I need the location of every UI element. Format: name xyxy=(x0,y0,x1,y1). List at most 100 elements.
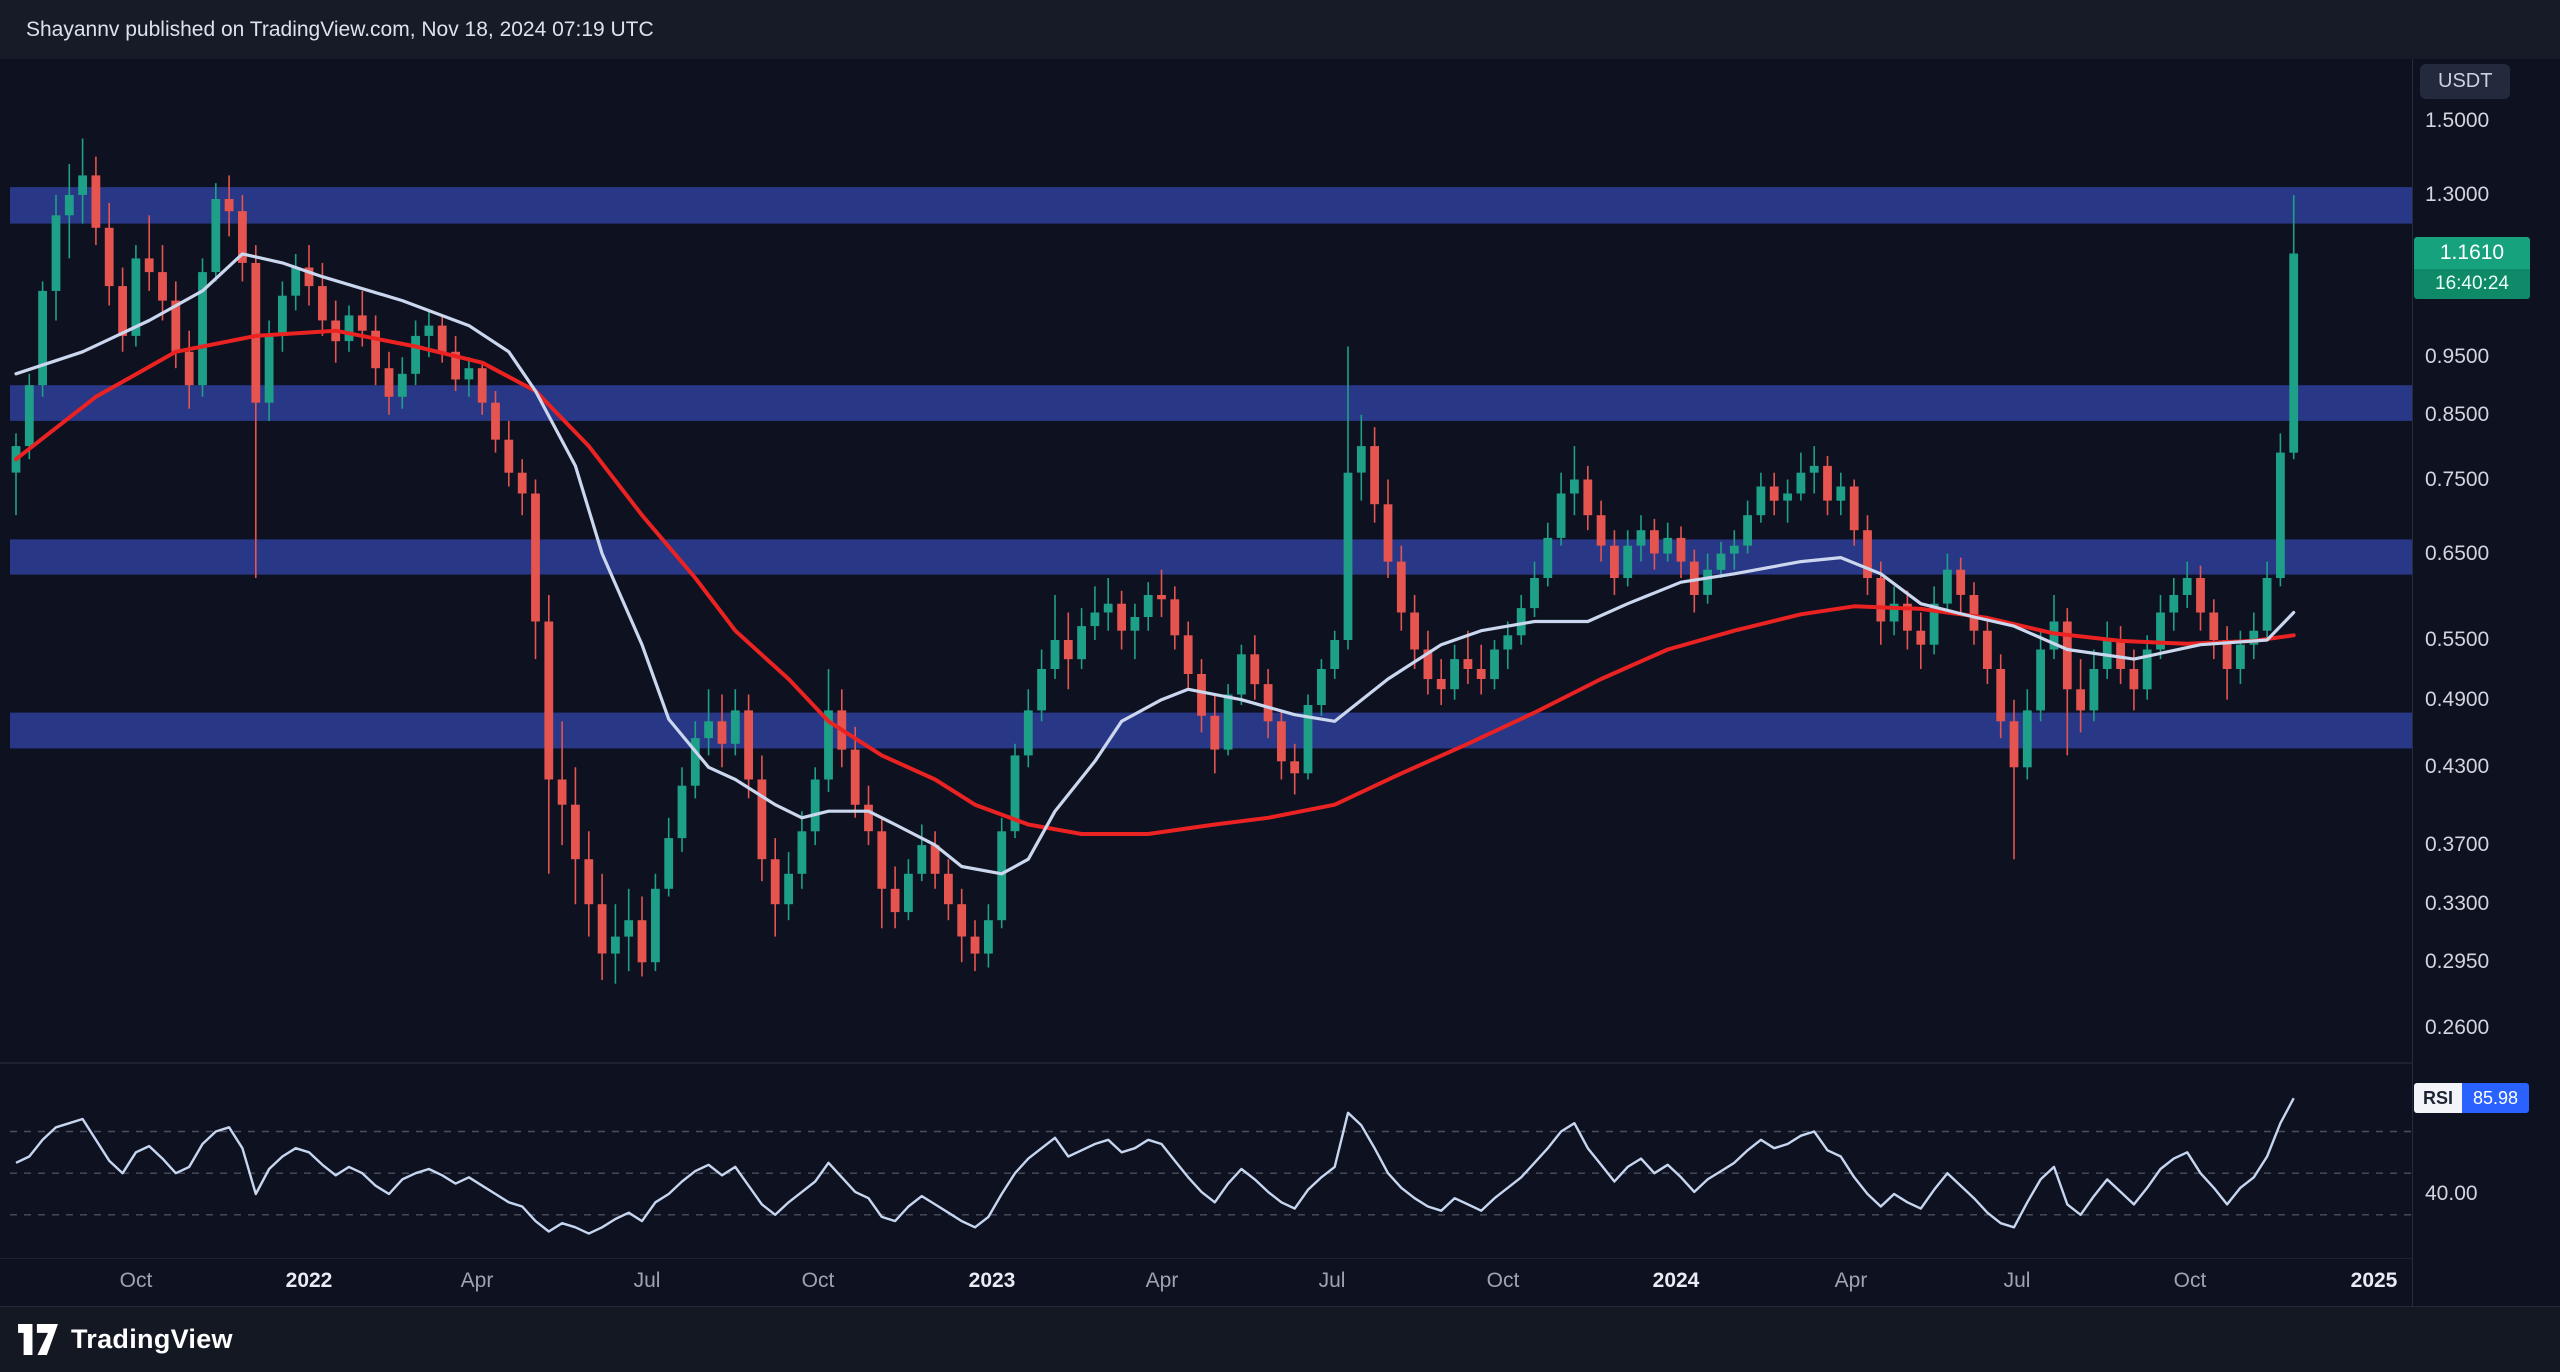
candle-body xyxy=(1876,578,1886,622)
candle-body xyxy=(784,873,793,905)
price-tick-label: 1.5000 xyxy=(2425,108,2490,132)
candle-body xyxy=(477,368,487,403)
candle-body xyxy=(864,804,873,832)
candle-body xyxy=(1983,630,1992,669)
time-axis-month-label: Jul xyxy=(2003,1269,2031,1292)
candle-body xyxy=(2049,621,2059,650)
candle-body xyxy=(51,215,61,291)
candle-body xyxy=(1769,486,1779,501)
unit-label[interactable]: USDT xyxy=(2420,64,2511,99)
time-axis-month-label: Oct xyxy=(119,1269,153,1292)
candle-body xyxy=(1343,472,1353,640)
candle-body xyxy=(64,195,74,216)
candle-body xyxy=(1796,472,1806,494)
time-axis[interactable]: Oct 2022 Apr Jul Oct 2023 Apr Jul Oct 2024 Apr Jul O… xyxy=(0,1258,2412,1306)
candle-body xyxy=(1090,612,1100,627)
attribution-bar: Shayannv published on TradingView.com, N… xyxy=(0,0,2560,59)
candle-body xyxy=(810,779,820,832)
candle-body xyxy=(890,888,900,913)
candle-body xyxy=(1130,617,1140,631)
candle-body xyxy=(1263,684,1273,722)
candle-body xyxy=(1157,595,1166,600)
price-tick-label: 0.9500 xyxy=(2425,345,2490,369)
candle-body xyxy=(144,258,154,273)
candle-body xyxy=(424,325,434,336)
candle-body xyxy=(1663,537,1673,554)
candle-body xyxy=(1237,654,1246,695)
footer-bar: TradingView xyxy=(0,1306,2560,1372)
candle-body xyxy=(2129,669,2139,690)
candle-body xyxy=(1596,515,1606,546)
candle-body xyxy=(1916,630,1926,645)
candle-body xyxy=(944,873,953,905)
candle-body xyxy=(611,936,620,954)
rsi-tick-label: 40.00 xyxy=(2425,1182,2478,1205)
rsi-badge: RSI 85.98 xyxy=(2414,1083,2530,1114)
candle-body xyxy=(318,286,327,321)
candle-body xyxy=(1197,674,1206,716)
candle-body xyxy=(1863,530,1872,578)
sr-band xyxy=(10,385,2412,421)
candle-body xyxy=(517,472,527,494)
candle-body xyxy=(1050,640,1060,669)
candle-body xyxy=(997,831,1007,921)
candle-body xyxy=(1849,486,1859,531)
candle-body xyxy=(78,175,87,195)
candle-body xyxy=(397,373,407,397)
candle-body xyxy=(1117,603,1126,631)
candle-body xyxy=(1543,537,1553,578)
candle-body xyxy=(2209,612,2219,640)
time-axis-month-label: Apr xyxy=(1145,1269,1179,1292)
candle-body xyxy=(1716,553,1726,570)
candle-body xyxy=(957,904,967,937)
brand-text[interactable]: TradingView xyxy=(71,1324,233,1354)
candle-body xyxy=(797,831,807,874)
candle-body xyxy=(664,838,674,889)
candle-body xyxy=(1277,721,1286,762)
candle-body xyxy=(504,439,514,473)
candle-body xyxy=(1396,561,1406,613)
candle-body xyxy=(1636,530,1646,546)
candle-body xyxy=(1756,486,1766,516)
candle-body xyxy=(597,904,607,954)
candle-body xyxy=(2182,578,2192,595)
candle-body xyxy=(211,199,221,273)
candle-body xyxy=(251,262,261,403)
candle-body xyxy=(1676,537,1686,562)
sr-band xyxy=(10,187,2412,224)
candle-body xyxy=(357,315,367,331)
candle-body xyxy=(1743,515,1752,546)
candle-body xyxy=(491,402,500,440)
price-tick-label: 0.5500 xyxy=(2425,627,2490,651)
candle-body xyxy=(970,936,980,954)
candle-body xyxy=(1143,595,1153,617)
candle-body xyxy=(1450,659,1459,690)
candle-body xyxy=(624,920,634,937)
candle-body xyxy=(2142,649,2152,690)
candle-body xyxy=(531,493,540,622)
candle-body xyxy=(1530,578,1539,609)
tradingview-logo-icon[interactable] xyxy=(18,1324,58,1355)
candle-body xyxy=(717,721,727,744)
candle-body xyxy=(238,211,247,263)
rsi-badge-value: 85.98 xyxy=(2462,1083,2530,1114)
candle-body xyxy=(1610,545,1619,578)
candle-body xyxy=(1370,446,1379,505)
candle-body xyxy=(1476,669,1486,679)
candle-body xyxy=(198,272,207,386)
candle-body xyxy=(1889,603,1899,622)
candle-body xyxy=(557,779,567,805)
price-axis[interactable]: USDT 1.5000 1.3000 0.9500 0.8500 0.7500 0.650… xyxy=(2412,59,2560,1306)
candle-body xyxy=(2116,640,2125,669)
candle-body xyxy=(1183,635,1193,674)
candle-body xyxy=(584,859,594,905)
candle-body xyxy=(411,335,420,374)
time-axis-year-label: 2022 xyxy=(285,1269,333,1292)
time-axis-month-label: Jul xyxy=(633,1269,661,1292)
candle-body xyxy=(1223,694,1233,750)
candle-body xyxy=(877,831,887,889)
candle-body xyxy=(224,199,234,212)
candle-body xyxy=(371,330,380,369)
candle-body xyxy=(2062,621,2072,690)
